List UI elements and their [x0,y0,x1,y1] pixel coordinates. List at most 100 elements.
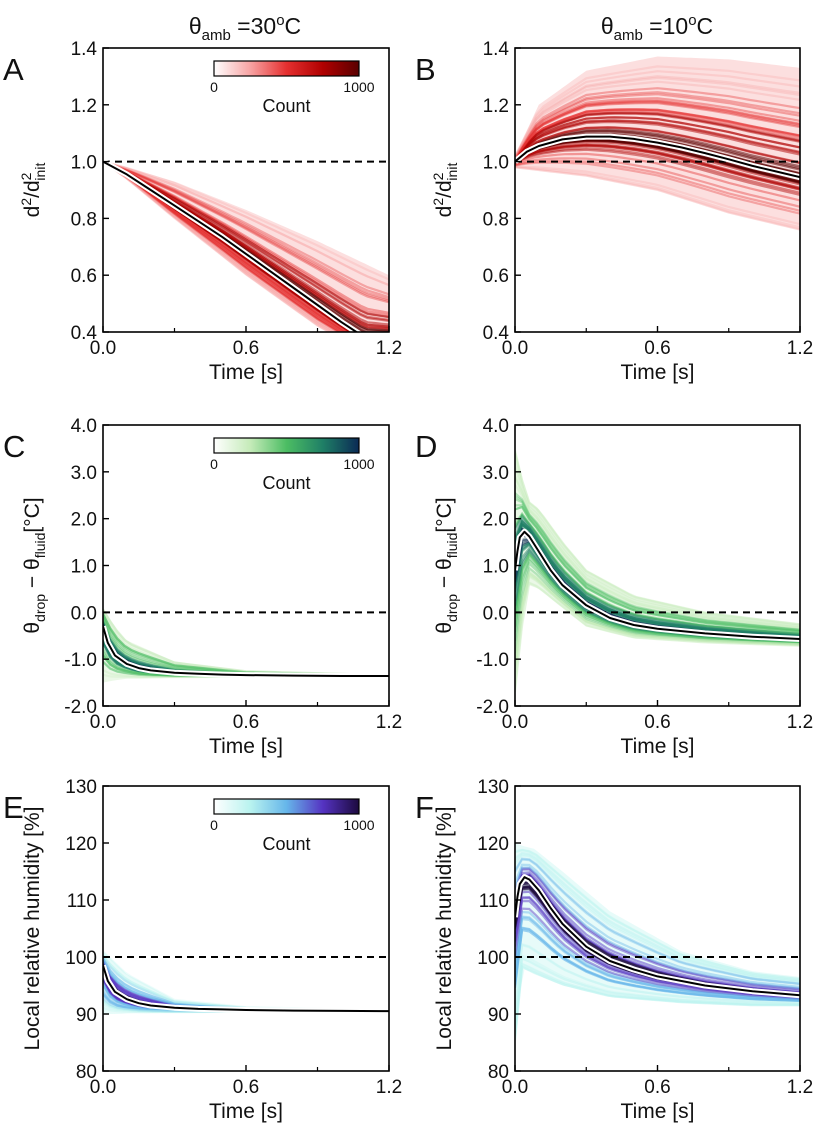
density-envelope [103,951,389,1014]
density-trace [103,160,336,332]
colorbar-label: Count [262,834,310,854]
y-tick-label: 120 [477,834,509,855]
y-tick-label: 0.8 [71,209,97,230]
median-curve [103,158,362,332]
density-trace [515,144,800,191]
y-tick-label: 1.0 [483,557,509,578]
density-trace [515,450,800,626]
density-trace [515,863,800,988]
density-trace [515,152,800,202]
colorbar-max: 1000 [343,79,374,95]
x-tick-label: 0.6 [644,338,670,359]
density-trace [515,556,800,644]
density-trace [515,571,800,667]
panel-label: A [3,52,24,87]
density-trace [515,166,800,231]
y-label-sup: 2 [18,172,34,180]
density-trace [515,110,800,161]
x-axis-label: Time [s] [621,361,695,384]
y-tick-label: 1.0 [71,153,97,174]
density-trace [103,160,389,314]
colorbar-label: Count [262,473,310,493]
density-trace [515,928,800,1003]
y-axis-label: Local relative humidity [%] [21,807,44,1051]
density-trace [515,93,800,159]
y-tick-label: 1.4 [71,39,98,60]
y-label-sub: fluid [444,533,460,559]
density-trace [515,111,800,161]
density-trace [515,957,800,1029]
density-trace [515,899,800,999]
header-value: =30 [231,13,276,39]
density-trace [515,495,800,631]
density-trace [515,97,800,160]
y-tick-label: 110 [479,891,509,912]
y-label-sup: 2 [18,198,34,206]
x-tick-label: 0.0 [90,712,116,733]
colorbar-min: 0 [210,79,218,95]
header-subscript: amb [614,27,643,44]
density-trace [515,450,800,626]
density-trace [515,569,800,662]
density-trace [515,915,800,1001]
density-trace [515,80,800,159]
density-trace [515,581,800,692]
density-trace [515,108,800,161]
density-trace [515,143,800,190]
y-label-sub: drop [444,594,460,622]
density-traces [515,843,800,1043]
density-trace [515,573,800,673]
density-trace [515,116,800,161]
x-tick-label: 0.0 [502,712,528,733]
y-tick-label: -2.0 [64,697,97,718]
x-tick-label: 0.0 [502,338,528,359]
header-theta: θ [189,13,202,39]
y-tick-label: 100 [477,948,509,969]
density-trace [515,511,800,635]
density-trace [515,917,800,1001]
density-trace [515,119,800,162]
y-tick-label: 3.0 [71,463,97,484]
colorbar-min: 0 [210,456,218,472]
y-axis-label: Local relative humidity [%] [433,807,456,1051]
panel-label: F [415,790,434,825]
density-trace [515,101,800,160]
density-trace [103,160,389,321]
density-trace [515,87,800,159]
density-trace [515,519,800,637]
y-label-sup: 2 [430,172,446,180]
density-trace [103,160,389,296]
density-trace [515,99,800,160]
density-trace [103,160,342,332]
density-trace [515,144,800,191]
y-tick-label: 0.8 [483,209,509,230]
density-trace [515,498,800,632]
density-trace [515,926,800,1002]
density-trace [103,160,335,332]
y-tick-label: 2.0 [71,510,97,531]
y-tick-label: 3.0 [483,463,509,484]
density-trace [515,518,800,637]
density-trace [515,927,800,1002]
density-trace [103,160,389,318]
density-trace [515,165,800,226]
colorbar-max: 1000 [343,817,374,833]
y-label-part: θ [433,622,456,634]
density-trace [515,126,800,164]
density-trace [515,566,800,653]
x-tick-label: 0.6 [233,712,259,733]
y-label-sub: fluid [32,533,48,559]
y-tick-label: 0.4 [71,323,98,344]
density-trace [515,139,800,185]
density-trace [103,160,341,332]
y-tick-label: 1.2 [71,96,97,117]
density-trace [515,867,800,990]
density-trace [103,160,343,332]
x-tick-label: 1.2 [787,1077,813,1098]
x-tick-label: 0.6 [233,1077,259,1098]
density-trace [515,143,800,189]
panel-d: 0.0 0.6 1.2 -2.0 -1.0 0.0 1.0 2.0 3.0 4.0 Time [s]… [415,416,813,758]
header-unit: C [285,13,302,39]
